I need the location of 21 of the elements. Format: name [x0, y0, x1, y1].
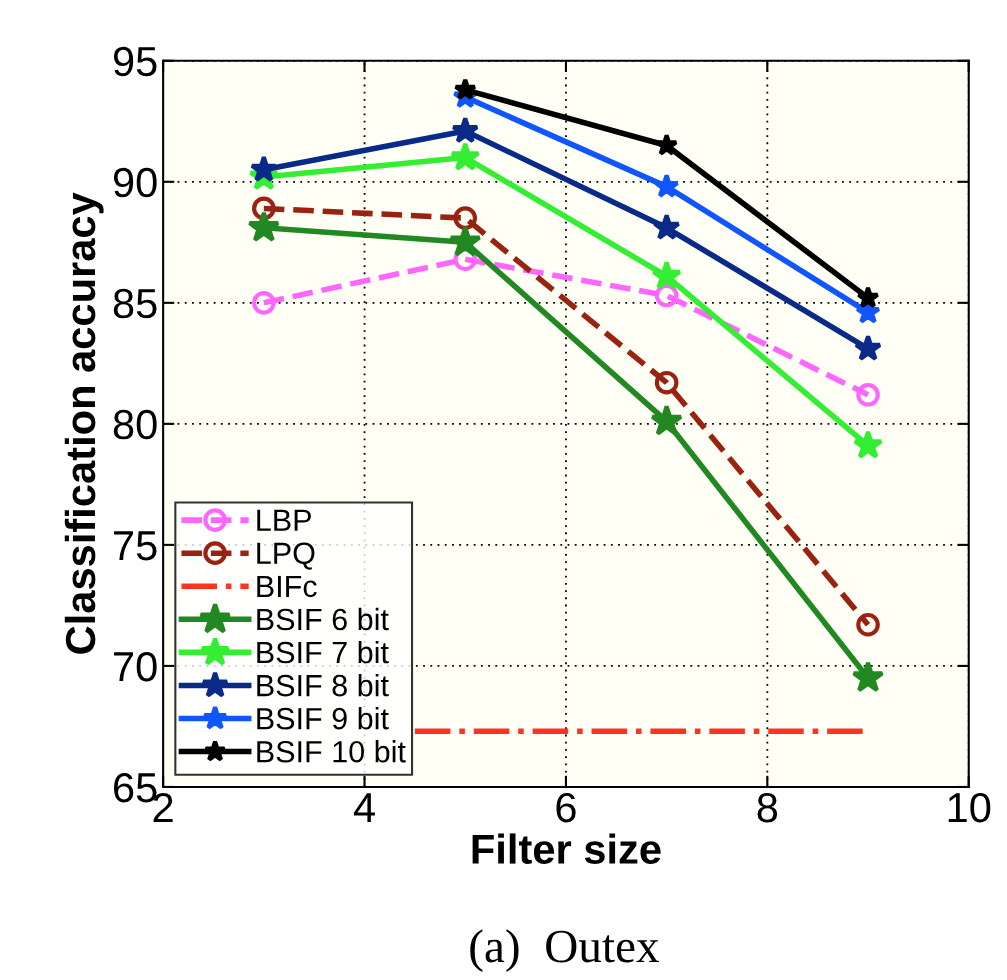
x-axis-title: Filter size [472, 833, 661, 865]
legend-label: BSIF 7 bit [257, 640, 389, 664]
legend-label: BSIF 6 bit [257, 607, 389, 631]
y-tick-label: 90 [113, 167, 157, 198]
y-tick-label: 75 [114, 531, 157, 561]
legend-label: BIFc [257, 575, 317, 598]
y-axis-title: Classification accuracy [64, 192, 104, 654]
x-tick-label: 6 [556, 792, 576, 823]
y-tick-label: 70 [114, 651, 157, 682]
legend-label: BSIF 8 bit [257, 673, 389, 697]
x-tick-label: 10 [948, 792, 991, 823]
text: (a) Outex [470, 929, 660, 973]
y-tick-label: 80 [113, 409, 157, 440]
legend-label: LPQ [257, 542, 315, 570]
y-tick-label: 85 [113, 288, 157, 319]
y-tick-label: 95 [113, 46, 157, 77]
x-tick-label: 4 [353, 793, 375, 822]
legend-label: LBP [257, 509, 311, 531]
legend-label: BSIF 9 bit [257, 707, 389, 730]
legend-label: BSIF 10 bit [257, 740, 406, 763]
x-tick-label: 8 [757, 792, 778, 823]
